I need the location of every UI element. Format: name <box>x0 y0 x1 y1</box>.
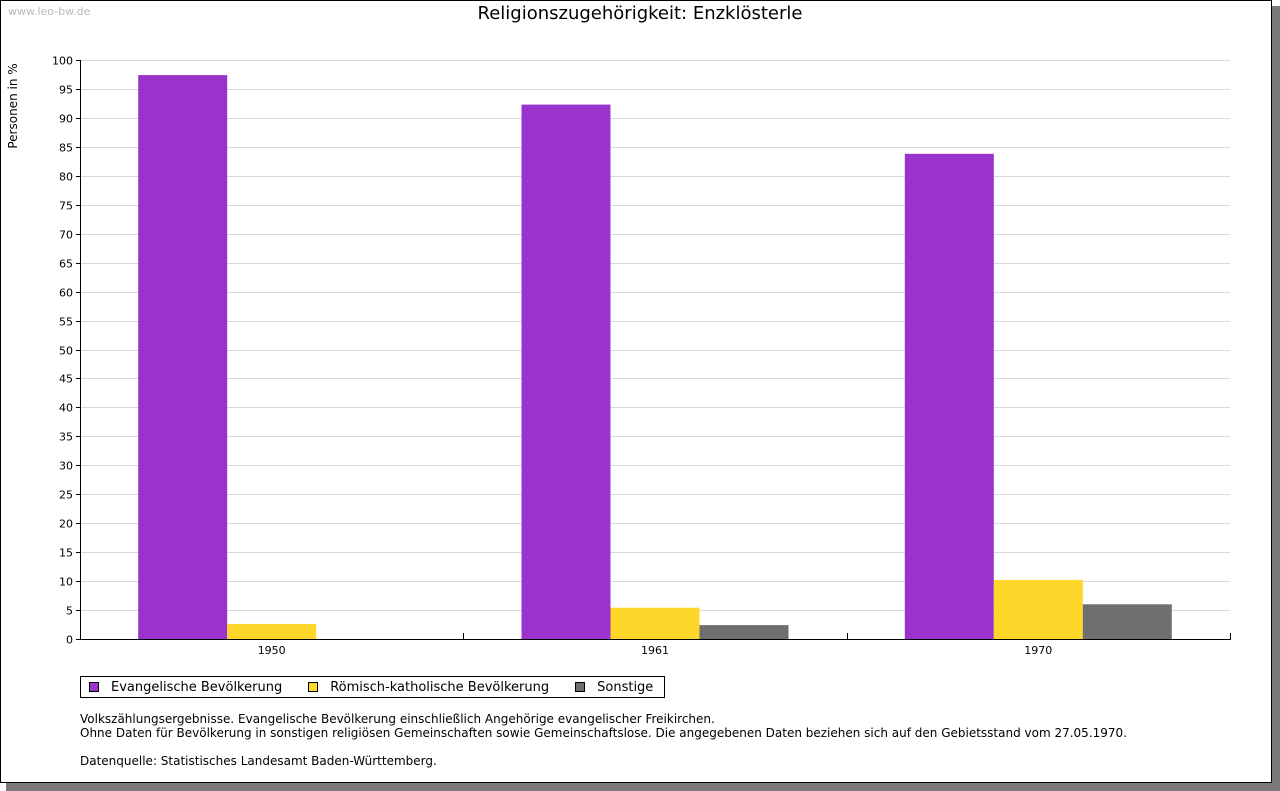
legend-swatch <box>89 682 99 692</box>
note-line-1: Volkszählungsergebnisse. Evangelische Be… <box>80 712 715 726</box>
bar-1961-1 <box>521 104 611 640</box>
y-tick-label: 55 <box>59 316 73 329</box>
legend-swatch <box>575 682 586 692</box>
grid-lines <box>80 60 1230 611</box>
bars <box>138 75 1172 640</box>
watermark: www.leo-bw.de <box>8 5 91 18</box>
bar-1970-3 <box>1082 604 1172 639</box>
y-tick-label: 90 <box>59 113 73 126</box>
y-tick-label: 45 <box>59 373 73 386</box>
y-tick-label: 30 <box>59 460 73 473</box>
y-tick-label: 5 <box>66 605 73 618</box>
legend: Evangelische Bevölkerung Römisch-katholis… <box>80 676 666 698</box>
y-tick-label: 50 <box>59 345 73 358</box>
y-tick-label: 0 <box>66 634 73 647</box>
legend-item: Evangelische Bevölkerung <box>89 680 282 695</box>
y-axis-label: Personen in % <box>6 63 20 148</box>
data-source: Datenquelle: Statistisches Landesamt Bad… <box>80 754 437 768</box>
y-tick-label: 40 <box>59 402 73 415</box>
y-tick-label: 60 <box>59 287 73 300</box>
y-tick-label: 25 <box>59 489 73 502</box>
legend-label: Römisch-katholische Bevölkerung <box>330 679 550 695</box>
bar-1961-2 <box>610 607 700 639</box>
y-tick-label: 100 <box>52 55 73 68</box>
y-tick-label: 65 <box>59 258 73 271</box>
note-line-2: Ohne Daten für Bevölkerung in sonstigen … <box>80 726 1127 740</box>
bar-1950-1 <box>138 75 228 640</box>
axes: 0 5 10 15 20 25 30 35 40 45 50 55 60 65 70 75 80 85 90 95 10… <box>52 55 1231 657</box>
legend-item: Sonstige <box>575 680 653 695</box>
frame-shadow-right <box>1272 6 1280 791</box>
y-tick-label: 75 <box>59 200 73 213</box>
chart-title: Religionszugehörigkeit: Enzklösterle <box>477 3 803 24</box>
y-tick-label: 35 <box>59 431 73 444</box>
bar-1970-2 <box>993 579 1083 639</box>
y-tick-label: 70 <box>59 229 73 242</box>
x-tick-label: 1961 <box>641 644 669 657</box>
frame-shadow-bottom <box>6 783 1280 791</box>
y-tick-label: 15 <box>59 547 73 560</box>
bar-1961-3 <box>699 625 789 639</box>
x-tick-label: 1970 <box>1024 644 1052 657</box>
y-tick-label: 95 <box>59 84 73 97</box>
bar-1970-1 <box>904 153 994 640</box>
legend-swatch <box>308 682 319 692</box>
legend-item: Römisch-katholische Bevölkerung <box>308 680 549 695</box>
y-tick-label: 80 <box>59 171 73 184</box>
legend-label: Sonstige <box>597 679 654 695</box>
chart-notes: Volkszählungsergebnisse. Evangelische Be… <box>80 712 1127 768</box>
y-tick-label: 10 <box>59 576 73 589</box>
legend-label: Evangelische Bevölkerung <box>111 679 283 695</box>
bar-chart: Personen in % 0 5 10 15 20 25 30 35 40 45 50 55 60 65… <box>6 55 1231 657</box>
y-tick-label: 85 <box>59 142 73 155</box>
y-tick-label: 20 <box>59 518 73 531</box>
bar-1950-2 <box>227 623 317 639</box>
x-tick-label: 1950 <box>258 644 286 657</box>
